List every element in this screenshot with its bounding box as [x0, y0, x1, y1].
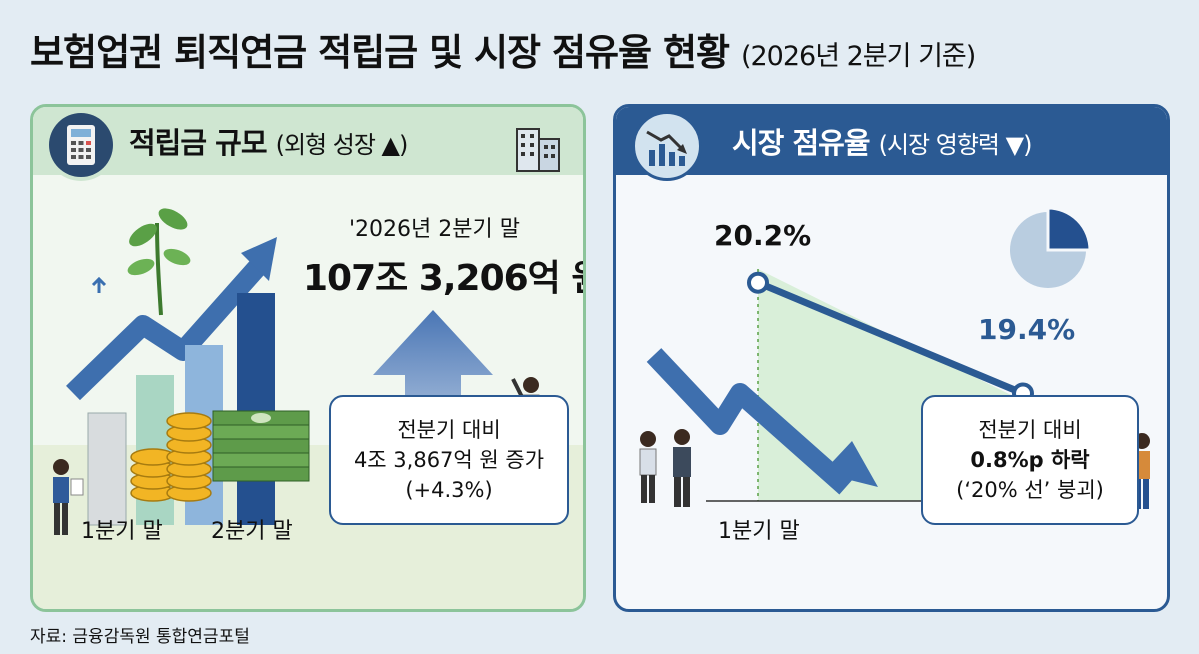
share-value-q2: 19.4% [978, 313, 1076, 346]
pie-icon [1010, 206, 1092, 288]
savings-header-sub: (외형 성장 ▲) [275, 131, 409, 159]
share-header-sub: (시장 영향력 ▼) [878, 131, 1033, 159]
page-title: 보험업권 퇴직연금 적립금 및 시장 점유율 현황 (2026년 2분기 기준) [30, 22, 976, 76]
savings-header-text: 적립금 규모 (외형 성장 ▲) [129, 120, 409, 162]
savings-x-label-q2: 2분기 말 [211, 519, 293, 544]
title-sub: (2026년 2분기 기준) [740, 41, 976, 72]
calculator-icon [49, 113, 113, 177]
share-panel: 시장 점유율 (시장 영향력 ▼) [613, 104, 1170, 612]
source-note: 자료: 금융감독원 통합연금포털 [30, 627, 250, 647]
savings-header-label: 적립금 규모 [129, 126, 267, 160]
savings-period-label: '2026년 2분기 말 [349, 217, 520, 242]
savings-x-label-q1: 1분기 말 [81, 519, 163, 544]
savings-panel-header: 적립금 규모 (외형 성장 ▲) [33, 107, 583, 175]
share-header-text: 시장 점유율 (시장 영향력 ▼) [732, 120, 1033, 162]
share-header-label: 시장 점유율 [732, 126, 870, 160]
savings-change-callout: 전분기 대비 4조 3,867억 원 증가 (+4.3%) [329, 395, 569, 525]
declining-chart-icon [632, 111, 702, 181]
share-value-q1: 20.2% [714, 219, 812, 252]
share-callout-line2: 0.8%p 하락 [970, 448, 1090, 472]
savings-callout-line1: 전분기 대비 [397, 418, 501, 442]
savings-callout-line2: 4조 3,867억 원 증가 [353, 448, 545, 472]
savings-panel: 적립금 규모 (외형 성장 ▲) [30, 104, 586, 612]
share-callout-line3: (‘20% 선’ 붕괴) [956, 478, 1104, 502]
savings-amount: 107조 3,206억 원 [303, 258, 586, 299]
share-series-line [756, 279, 1025, 397]
share-panel-header: 시장 점유율 (시장 영향력 ▼) [616, 107, 1167, 175]
share-line-chart [639, 206, 1150, 509]
share-callout-line1: 전분기 대비 [978, 418, 1082, 442]
share-point-q1 [747, 271, 769, 294]
savings-callout-line3: (+4.3%) [405, 478, 493, 502]
title-main: 보험업권 퇴직연금 적립금 및 시장 점유율 현황 [30, 31, 730, 74]
share-x-label-q1: 1분기 말 [718, 519, 800, 544]
building-icon [516, 128, 560, 172]
share-change-callout: 전분기 대비 0.8%p 하락 (‘20% 선’ 붕괴) [921, 395, 1139, 525]
